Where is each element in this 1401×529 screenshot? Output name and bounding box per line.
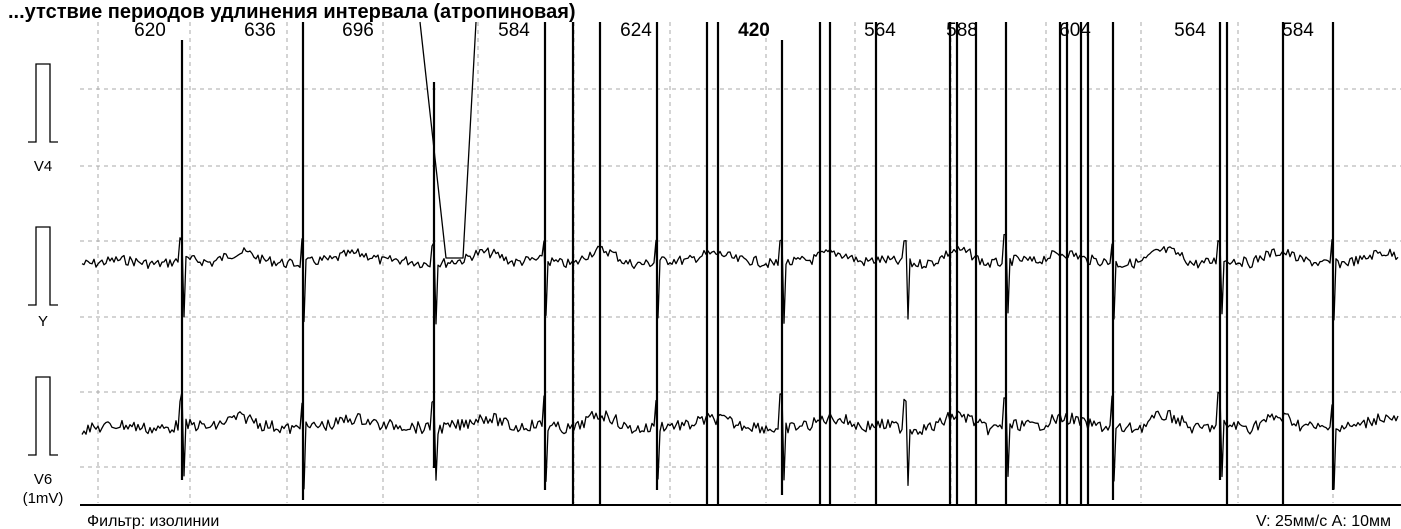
rr-interval-label: 604 [1059, 20, 1091, 41]
scale-label: V: 25мм/с A: 10мм [1256, 513, 1391, 529]
chart-header: ...утствие периодов удлинения интервала … [8, 1, 576, 23]
lead-label-v6: V6 [34, 471, 52, 488]
rr-interval-label: 696 [342, 20, 374, 41]
calibration-pulses [28, 63, 58, 456]
lead-label-y: Y [38, 313, 48, 330]
lead-labels: V4 Y V6 (1mV) [23, 158, 64, 507]
artifact-line [419, 21, 477, 259]
rr-interval-label: 624 [620, 20, 652, 41]
calibration-pulse-y [28, 226, 58, 306]
rr-interval-label: 584 [498, 20, 530, 41]
rr-interval-label: 588 [946, 20, 978, 41]
rr-interval-label: 620 [134, 20, 166, 41]
filter-label: Фильтр: изолинии [87, 513, 219, 529]
trace-lead-y [81, 233, 1399, 325]
calibration-pulse-v4 [28, 63, 58, 143]
calibration-label: (1mV) [23, 490, 64, 507]
rr-interval-labels: 620 636 696 584 624 420 564 588 604 564 584 [134, 20, 1314, 41]
rr-interval-label: 420 [738, 20, 770, 41]
rr-interval-label: 636 [244, 20, 276, 41]
rr-interval-label: 564 [864, 20, 896, 41]
rr-interval-label: 584 [1282, 20, 1314, 41]
rr-interval-label: 564 [1174, 20, 1206, 41]
ecg-traces [81, 21, 1399, 490]
pacing-spikes [180, 22, 1335, 505]
trace-lead-v6 [81, 390, 1399, 490]
calibration-pulse-v6 [28, 376, 58, 456]
lead-label-v4: V4 [34, 158, 52, 175]
